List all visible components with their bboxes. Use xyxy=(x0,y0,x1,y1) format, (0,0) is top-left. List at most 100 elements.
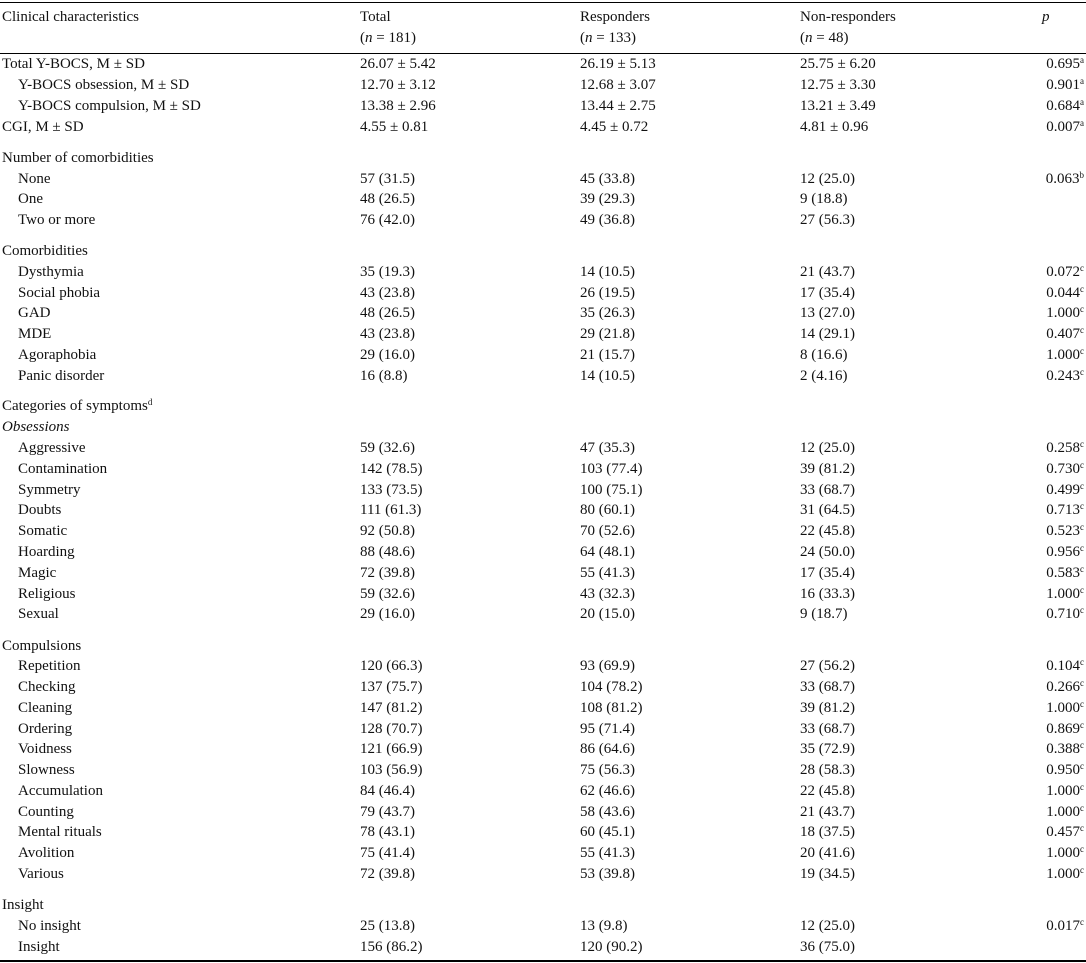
p-value-cell: 1.000c xyxy=(1046,844,1084,862)
row-label: Insight xyxy=(18,939,60,955)
nonresponders-cell: 19 (34.5) xyxy=(800,866,855,882)
responders-cell: 49 (36.8) xyxy=(580,212,635,228)
footnote-marker: c xyxy=(1080,844,1084,854)
total-cell: 29 (16.0) xyxy=(360,606,415,622)
p-value-cell: 0.258c xyxy=(1046,439,1084,457)
footnote-marker: c xyxy=(1080,782,1084,792)
row-label: Hoarding xyxy=(18,544,75,560)
responders-cell: 60 (45.1) xyxy=(580,824,635,840)
row-label: Insight xyxy=(2,897,44,913)
footnote-marker: c xyxy=(1080,460,1084,470)
table-row: CGI, M ± SD 4.55 ± 0.81 4.45 ± 0.72 4.81 ± … xyxy=(0,117,1086,138)
p-value-cell: 0.713c xyxy=(1046,501,1084,519)
row-label: Checking xyxy=(18,679,76,695)
table-row: None 57 (31.5) 45 (33.8) 12 (25.0) 0.063b xyxy=(0,169,1086,190)
nonresponders-cell: 28 (58.3) xyxy=(800,762,855,778)
table-row: Aggressive 59 (32.6) 47 (35.3) 12 (25.0) 0.2… xyxy=(0,438,1086,459)
nonresponders-cell: 27 (56.2) xyxy=(800,658,855,674)
total-cell: 142 (78.5) xyxy=(360,461,423,477)
row-label: Ordering xyxy=(18,721,73,737)
row-label: Dysthymia xyxy=(18,264,84,280)
table-row: Comorbidities xyxy=(0,241,1086,262)
responders-cell: 62 (46.6) xyxy=(580,783,635,799)
row-label: Sexual xyxy=(18,606,59,622)
p-value-cell: 1.000c xyxy=(1046,803,1084,821)
p-value-cell: 0.007a xyxy=(1046,118,1084,136)
p-value-cell: 1.000c xyxy=(1046,304,1084,322)
nonresponders-cell: 36 (75.0) xyxy=(800,939,855,955)
responders-cell: 45 (33.8) xyxy=(580,171,635,187)
total-cell: 26.07 ± 5.42 xyxy=(360,56,436,72)
p-value-cell: 0.523c xyxy=(1046,522,1084,540)
p-value-cell: 0.388c xyxy=(1046,740,1084,758)
header-responders: Responders (n = 133) xyxy=(580,7,650,49)
nonresponders-cell: 13.21 ± 3.49 xyxy=(800,98,876,114)
table-row: Counting 79 (43.7) 58 (43.6) 21 (43.7) 1.000… xyxy=(0,802,1086,823)
nonresponders-cell: 13 (27.0) xyxy=(800,305,855,321)
row-label: Total Y-BOCS, M ± SD xyxy=(2,56,145,72)
p-value-cell: 0.104c xyxy=(1046,657,1084,675)
footnote-marker: c xyxy=(1080,823,1084,833)
total-cell: 13.38 ± 2.96 xyxy=(360,98,436,114)
total-cell: 147 (81.2) xyxy=(360,700,423,716)
row-label: Somatic xyxy=(18,523,68,539)
nonresponders-cell: 33 (68.7) xyxy=(800,679,855,695)
total-cell: 35 (19.3) xyxy=(360,264,415,280)
nonresponders-cell: 12.75 ± 3.30 xyxy=(800,77,876,93)
responders-cell: 93 (69.9) xyxy=(580,658,635,674)
responders-cell: 13 (9.8) xyxy=(580,918,628,934)
table-row: Voidness 121 (66.9) 86 (64.6) 35 (72.9) 0.38… xyxy=(0,739,1086,760)
footnote-marker: c xyxy=(1080,543,1084,553)
table-row: Hoarding 88 (48.6) 64 (48.1) 24 (50.0) 0.956… xyxy=(0,542,1086,563)
nonresponders-cell: 12 (25.0) xyxy=(800,440,855,456)
footnote-marker: c xyxy=(1080,720,1084,730)
row-label: Two or more xyxy=(18,212,96,228)
p-value-cell: 1.000c xyxy=(1046,346,1084,364)
responders-cell: 12.68 ± 3.07 xyxy=(580,77,656,93)
row-label: No insight xyxy=(18,918,81,934)
responders-cell: 21 (15.7) xyxy=(580,347,635,363)
responders-cell: 55 (41.3) xyxy=(580,845,635,861)
row-label: Categories of symptomsd xyxy=(2,397,153,415)
row-label: CGI, M ± SD xyxy=(2,119,84,135)
total-cell: 59 (32.6) xyxy=(360,440,415,456)
p-value-cell: 0.407c xyxy=(1046,325,1084,343)
nonresponders-cell: 35 (72.9) xyxy=(800,741,855,757)
row-label: One xyxy=(18,191,43,207)
nonresponders-cell: 39 (81.2) xyxy=(800,461,855,477)
footnote-marker: c xyxy=(1080,501,1084,511)
nonresponders-cell: 21 (43.7) xyxy=(800,804,855,820)
nonresponders-cell: 14 (29.1) xyxy=(800,326,855,342)
table-row: Contamination 142 (78.5) 103 (77.4) 39 (81.… xyxy=(0,459,1086,480)
row-label: Comorbidities xyxy=(2,243,88,259)
table-top-rule xyxy=(0,2,1086,3)
total-cell: 43 (23.8) xyxy=(360,326,415,342)
row-label: Counting xyxy=(18,804,74,820)
table-row: Compulsions xyxy=(0,636,1086,657)
p-value-cell: 1.000c xyxy=(1046,865,1084,883)
p-value-cell: 0.956c xyxy=(1046,543,1084,561)
total-cell: 72 (39.8) xyxy=(360,866,415,882)
header-p: p xyxy=(1042,7,1050,28)
responders-cell: 104 (78.2) xyxy=(580,679,643,695)
footnote-marker: c xyxy=(1080,699,1084,709)
header-rule xyxy=(0,53,1086,54)
nonresponders-cell: 22 (45.8) xyxy=(800,783,855,799)
row-label: Aggressive xyxy=(18,440,86,456)
footnote-marker: c xyxy=(1080,481,1084,491)
row-label: Obsessions xyxy=(2,419,70,435)
row-label: Magic xyxy=(18,565,57,581)
nonresponders-cell: 9 (18.8) xyxy=(800,191,848,207)
responders-cell: 26.19 ± 5.13 xyxy=(580,56,656,72)
header-characteristics: Clinical characteristics xyxy=(2,7,139,28)
table-row: Mental rituals 78 (43.1) 60 (45.1) 18 (37.5… xyxy=(0,822,1086,843)
total-cell: 48 (26.5) xyxy=(360,305,415,321)
total-cell: 25 (13.8) xyxy=(360,918,415,934)
responders-cell: 80 (60.1) xyxy=(580,502,635,518)
row-label: None xyxy=(18,171,51,187)
total-cell: 84 (46.4) xyxy=(360,783,415,799)
total-cell: 120 (66.3) xyxy=(360,658,423,674)
row-label: Number of comorbidities xyxy=(2,150,154,166)
responders-cell: 39 (29.3) xyxy=(580,191,635,207)
